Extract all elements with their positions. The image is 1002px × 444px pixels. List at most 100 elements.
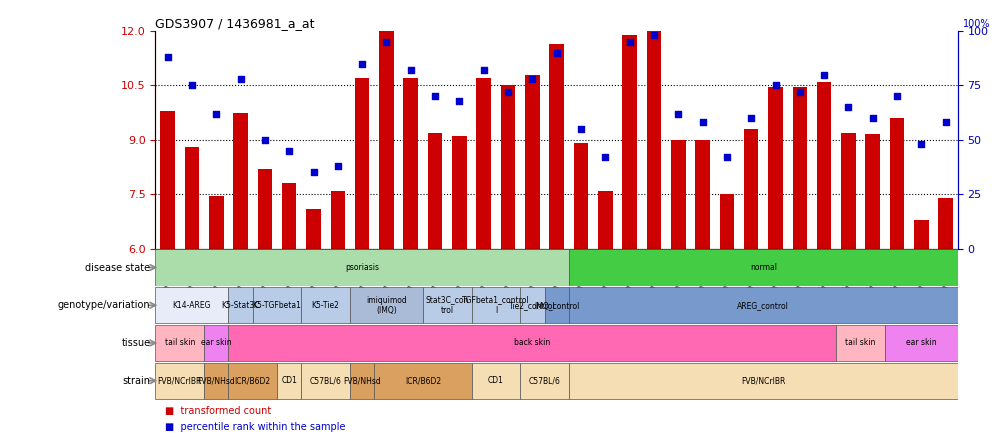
Text: FVB/NCrIBR: FVB/NCrIBR (157, 376, 201, 385)
Text: ICR/B6D2: ICR/B6D2 (405, 376, 441, 385)
Text: genotype/variation: genotype/variation (58, 300, 150, 310)
Text: K5-Stat3C: K5-Stat3C (221, 301, 260, 310)
Bar (155, 325, 203, 361)
Bar (836, 325, 884, 361)
Text: 100%: 100% (962, 19, 989, 29)
Bar (471, 363, 520, 399)
Bar (865, 135, 879, 249)
Bar (597, 190, 612, 249)
Text: disease state: disease state (85, 262, 150, 273)
Bar (476, 78, 491, 249)
Bar (155, 287, 228, 323)
Bar (938, 198, 952, 249)
Bar (568, 363, 957, 399)
Text: ICR/B6D2: ICR/B6D2 (234, 376, 271, 385)
Bar (403, 78, 418, 249)
Text: ■  transformed count: ■ transformed count (165, 406, 272, 416)
Point (183, 82, 199, 89)
Text: ■  percentile rank within the sample: ■ percentile rank within the sample (165, 422, 346, 432)
Bar (646, 31, 660, 249)
Text: FVB/NCrIBR: FVB/NCrIBR (740, 376, 785, 385)
Bar (228, 363, 277, 399)
Point (693, 119, 709, 126)
Bar (155, 250, 568, 285)
Bar (184, 147, 199, 249)
Bar (428, 133, 442, 249)
Bar (884, 325, 957, 361)
Text: C57BL/6: C57BL/6 (528, 376, 560, 385)
Point (548, 49, 564, 56)
Text: CD1: CD1 (281, 376, 297, 385)
Text: strain: strain (122, 376, 150, 386)
Bar (452, 136, 466, 249)
Bar (423, 287, 471, 323)
Text: AREG_control: AREG_control (736, 301, 789, 310)
Bar (568, 250, 957, 285)
Bar (889, 118, 904, 249)
Bar (621, 35, 636, 249)
Bar (471, 287, 520, 323)
Point (159, 54, 175, 61)
Text: tail skin: tail skin (845, 338, 875, 348)
Text: K5-TGFbeta1: K5-TGFbeta1 (253, 301, 302, 310)
Point (888, 93, 904, 100)
Text: TGFbeta1_control
l: TGFbeta1_control l (462, 296, 529, 315)
Bar (253, 287, 301, 323)
Point (816, 71, 832, 78)
Bar (155, 363, 203, 399)
Point (913, 141, 929, 148)
Bar (258, 169, 272, 249)
Bar (277, 363, 301, 399)
Point (840, 104, 856, 111)
Point (330, 163, 346, 170)
Text: tail skin: tail skin (164, 338, 194, 348)
Bar (524, 75, 539, 249)
Text: tissue: tissue (121, 338, 150, 348)
Bar (228, 325, 836, 361)
Bar (520, 287, 544, 323)
Bar (718, 194, 733, 249)
Bar (301, 287, 350, 323)
Point (767, 82, 783, 89)
Bar (816, 82, 831, 249)
Text: IMQ_control: IMQ_control (533, 301, 579, 310)
Bar (306, 209, 321, 249)
Point (232, 75, 248, 83)
Bar (568, 287, 957, 323)
Text: Stat3C_con
trol: Stat3C_con trol (425, 296, 469, 315)
Point (475, 67, 491, 74)
Bar (374, 363, 471, 399)
Bar (841, 133, 855, 249)
Text: ear skin: ear skin (905, 338, 936, 348)
Bar (301, 363, 350, 399)
Text: GDS3907 / 1436981_a_at: GDS3907 / 1436981_a_at (155, 17, 315, 30)
Bar (768, 87, 782, 249)
Bar (379, 31, 394, 249)
Point (403, 67, 419, 74)
Point (791, 88, 807, 95)
Text: ear skin: ear skin (200, 338, 231, 348)
Point (596, 154, 612, 161)
Point (621, 39, 637, 46)
Bar (520, 363, 568, 399)
Bar (282, 183, 297, 249)
Point (257, 136, 273, 143)
Point (500, 88, 516, 95)
Bar (350, 363, 374, 399)
Point (208, 110, 224, 117)
Bar (208, 196, 223, 249)
Bar (670, 140, 684, 249)
Text: FVB/NHsd: FVB/NHsd (343, 376, 381, 385)
Bar (160, 111, 174, 249)
Text: FVB/NHsd: FVB/NHsd (197, 376, 234, 385)
Text: CD1: CD1 (487, 376, 503, 385)
Bar (573, 143, 588, 249)
Bar (694, 140, 709, 249)
Point (742, 115, 759, 122)
Point (645, 32, 661, 39)
Point (281, 147, 297, 155)
Bar (355, 78, 369, 249)
Text: K14-AREG: K14-AREG (172, 301, 211, 310)
Bar (203, 325, 228, 361)
Text: imiquimod
(IMQ): imiquimod (IMQ) (366, 296, 407, 315)
